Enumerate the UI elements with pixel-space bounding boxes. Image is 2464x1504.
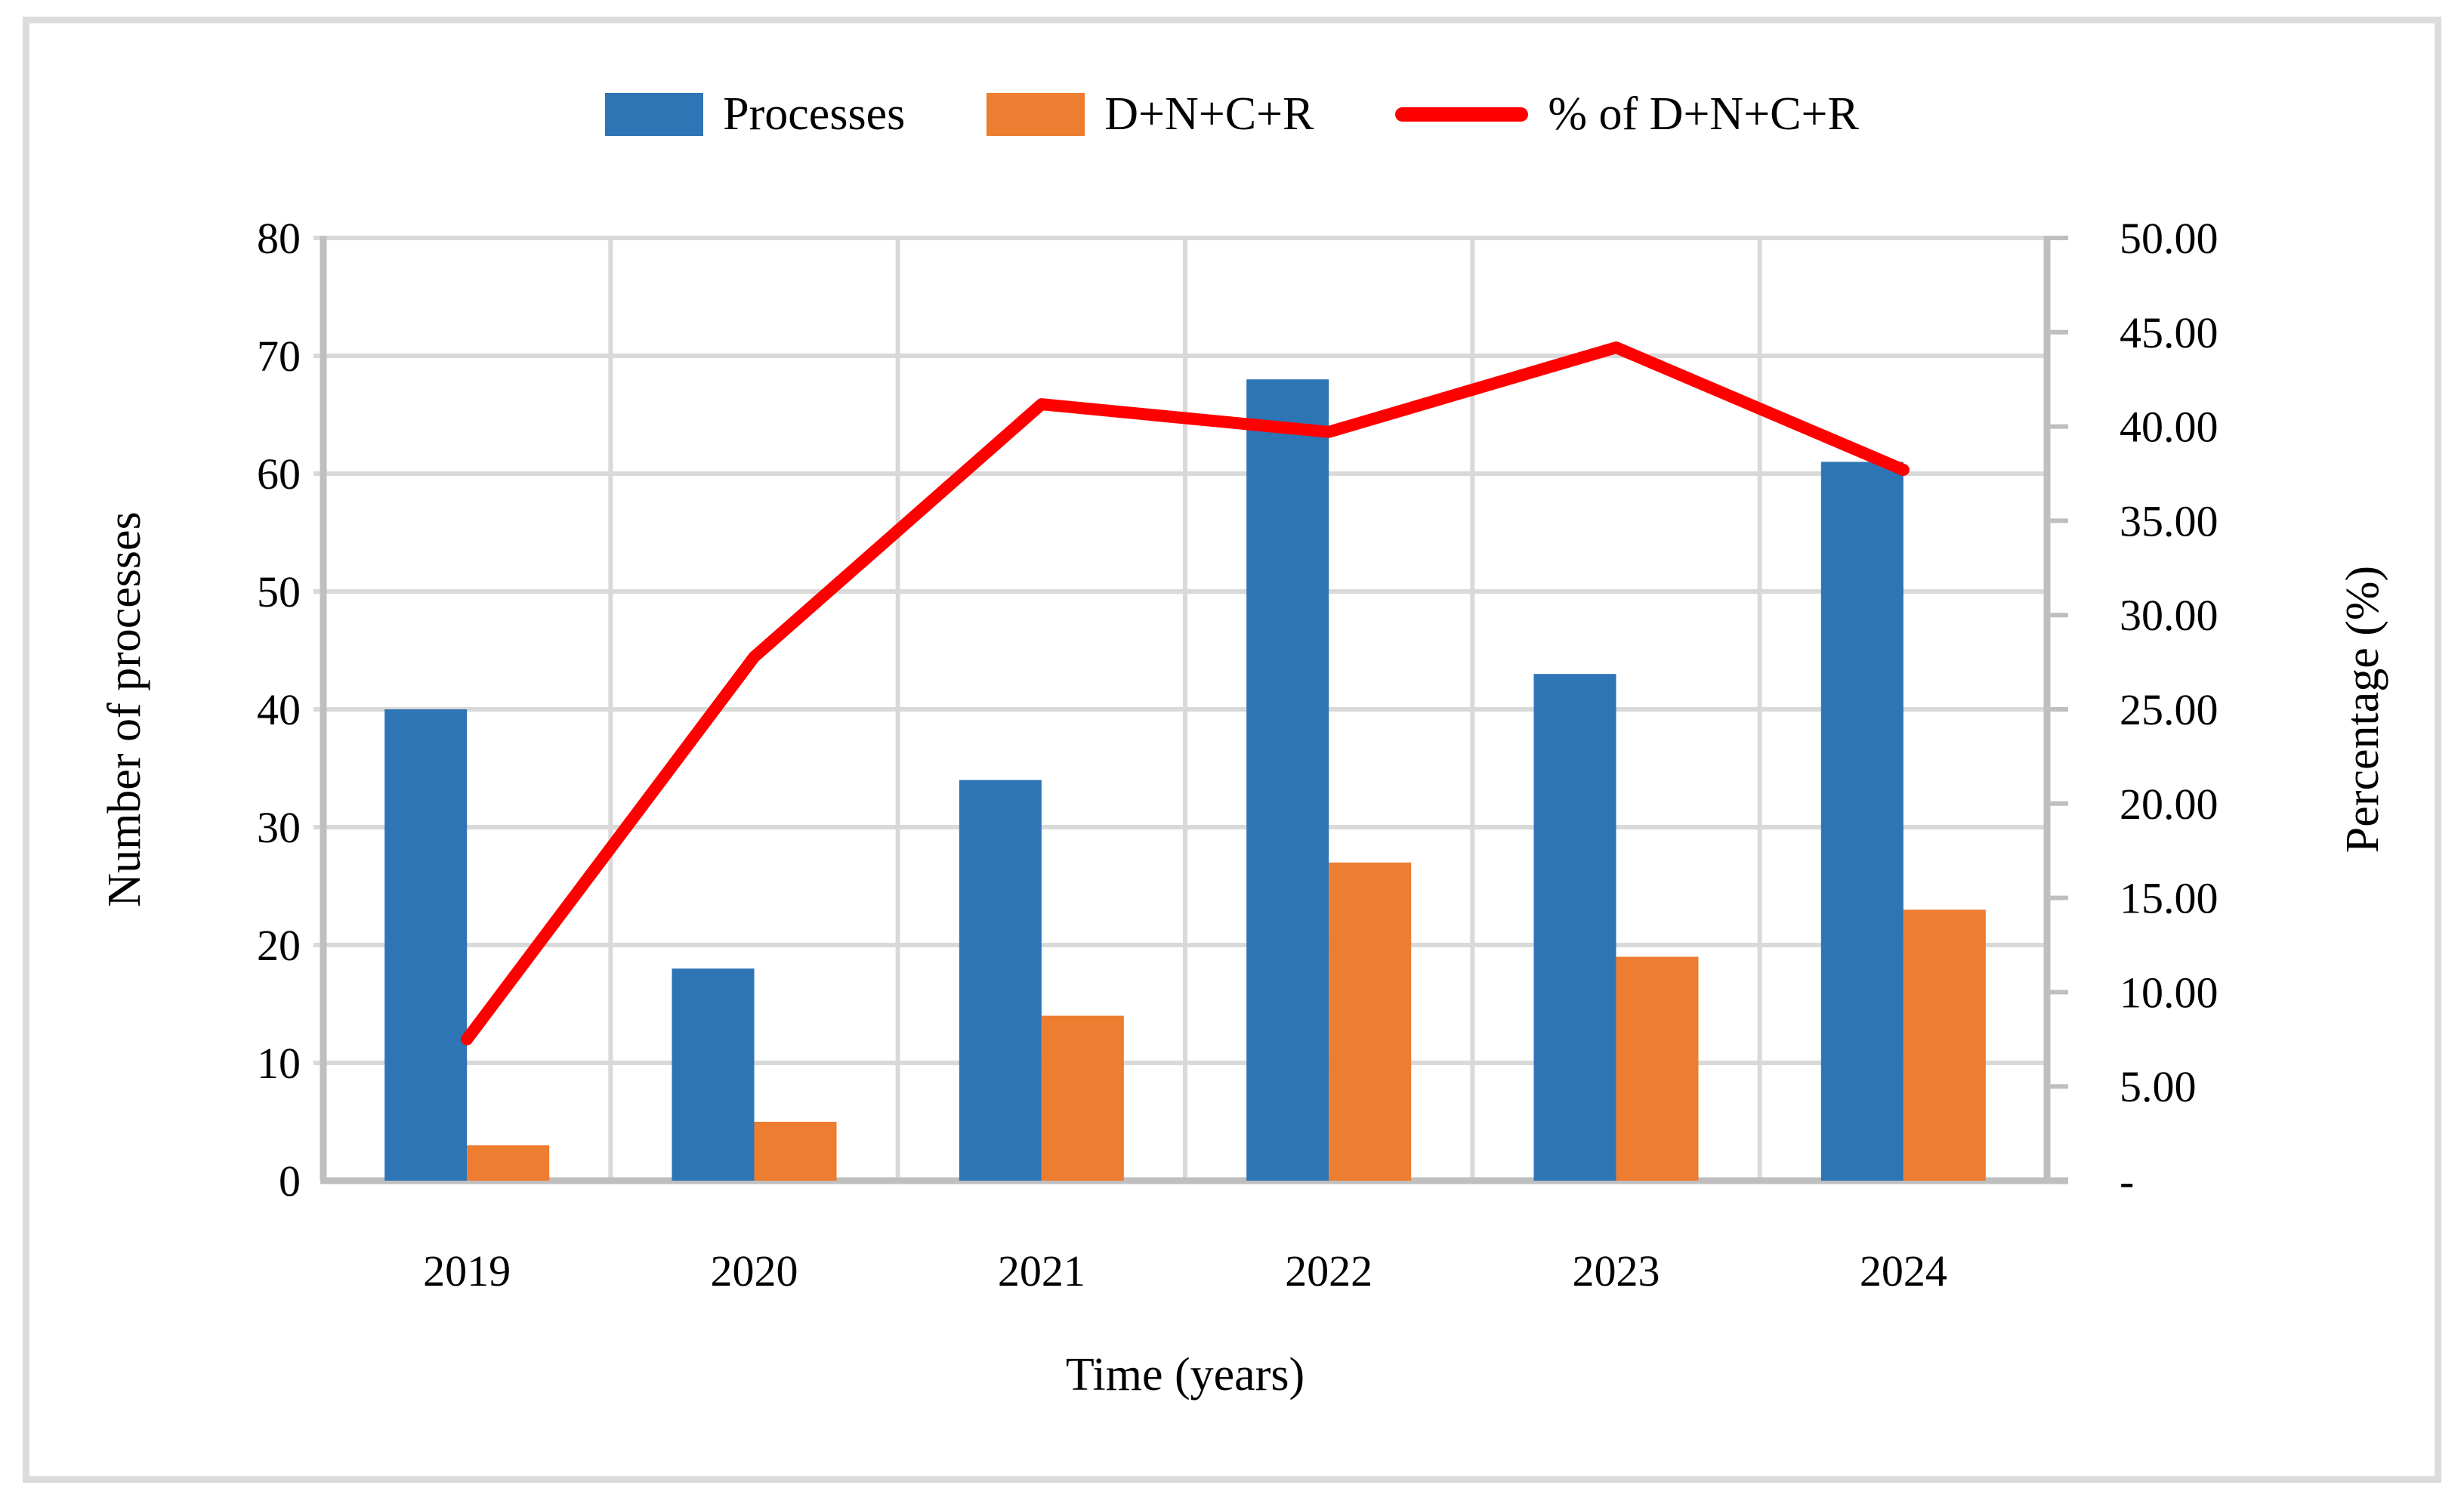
- x-axis-labels: 2019 2020 2021 2022 2023 2024: [423, 1246, 1947, 1296]
- left-tick-label: 40: [257, 685, 301, 734]
- percentage-line-swatch-icon: [1395, 107, 1529, 122]
- processes-bar-2022: [1246, 379, 1329, 1181]
- legend-item-processes: Processes: [605, 89, 905, 139]
- legend-label-dncr: D+N+C+R: [1104, 88, 1314, 140]
- right-tick-label: 20.00: [2120, 780, 2219, 829]
- legend-item-dncr: D+N+C+R: [987, 89, 1314, 139]
- dncr-bar-2020: [754, 1122, 837, 1181]
- chart-legend: Processes D+N+C+R % of D+N+C+R: [0, 89, 2464, 139]
- left-axis-title: Number of processes: [99, 511, 150, 906]
- right-tick-label: 15.00: [2120, 874, 2219, 923]
- x-axis-title: Time (years): [1066, 1349, 1305, 1401]
- processes-bar-2020: [672, 968, 755, 1181]
- processes-bar-2019: [384, 709, 468, 1181]
- right-tick-label: 30.00: [2120, 591, 2219, 640]
- processes-bar-2021: [959, 780, 1042, 1181]
- left-tick-label: 50: [257, 567, 301, 616]
- left-tick-label: 80: [257, 214, 301, 263]
- x-tick-label-2024: 2024: [1860, 1246, 1947, 1296]
- left-tick-label: 0: [279, 1157, 301, 1206]
- x-tick-label-2023: 2023: [1573, 1246, 1660, 1296]
- right-axis-ticks: [2047, 236, 2068, 1183]
- figure-border-frame: [23, 17, 2441, 1483]
- legend-label-processes: Processes: [723, 88, 906, 140]
- legend-item-percentage: % of D+N+C+R: [1395, 88, 1859, 140]
- vertical-gridlines: [608, 238, 1762, 1181]
- processes-bar-2024: [1820, 462, 1904, 1181]
- bars-processes: [384, 379, 1904, 1181]
- right-tick-label: 40.00: [2120, 403, 2219, 452]
- right-tick-label: 50.00: [2120, 214, 2219, 263]
- processes-swatch-icon: [605, 92, 704, 136]
- horizontal-gridlines: [313, 236, 2047, 1065]
- dncr-bar-2019: [467, 1145, 550, 1181]
- x-tick-label-2020: 2020: [711, 1246, 798, 1296]
- legend-label-percentage: % of D+N+C+R: [1548, 88, 1859, 140]
- right-axis-labels: - 5.00 10.00 15.00 20.00 25.00 30.00 35.00 40.00…: [2120, 214, 2219, 1206]
- dncr-bar-2024: [1903, 910, 1986, 1181]
- left-tick-label: 20: [257, 921, 301, 970]
- x-tick-label-2019: 2019: [423, 1246, 511, 1296]
- left-tick-label: 10: [257, 1039, 301, 1088]
- right-axis-title: Percentage (%): [2337, 566, 2388, 853]
- right-tick-label: 10.00: [2120, 968, 2219, 1017]
- right-tick-label: -: [2120, 1157, 2134, 1206]
- right-tick-label: 5.00: [2120, 1062, 2197, 1111]
- left-tick-label: 30: [257, 803, 301, 852]
- dncr-bar-2023: [1616, 956, 1699, 1181]
- left-tick-label: 60: [257, 449, 301, 499]
- bars-dncr: [467, 862, 1986, 1181]
- x-tick-label-2022: 2022: [1285, 1246, 1372, 1296]
- dncr-swatch-icon: [987, 92, 1085, 136]
- right-tick-label: 25.00: [2120, 685, 2219, 734]
- left-axis-labels: 0 10 20 30 40 50 60 70 80: [257, 214, 301, 1206]
- x-tick-label-2021: 2021: [998, 1246, 1085, 1296]
- right-tick-label: 35.00: [2120, 496, 2219, 545]
- right-tick-label: 45.00: [2120, 308, 2219, 357]
- percentage-line: [461, 341, 1910, 1045]
- processes-bar-2023: [1533, 674, 1616, 1181]
- dncr-bar-2021: [1041, 1015, 1124, 1181]
- left-tick-label: 70: [257, 332, 301, 381]
- dncr-bar-2022: [1329, 862, 1412, 1181]
